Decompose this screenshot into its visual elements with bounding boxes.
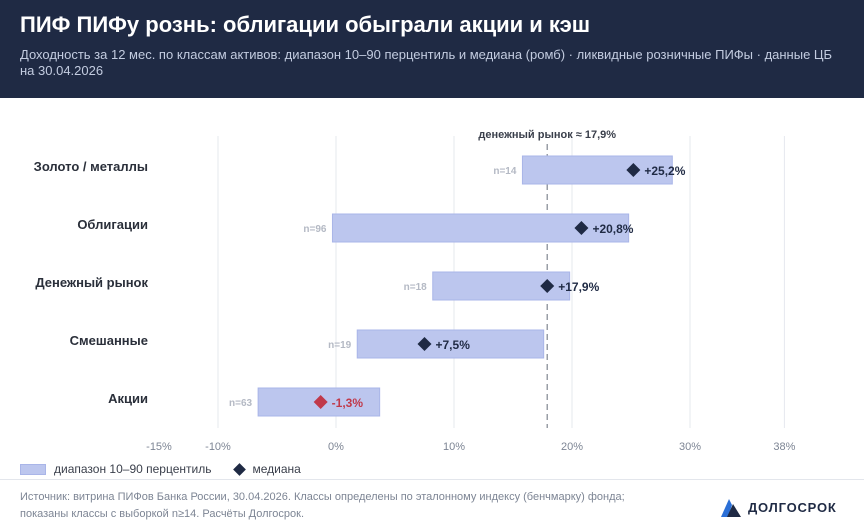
category-label: Облигации [77, 217, 148, 232]
median-value-label: +17,9% [558, 280, 599, 294]
legend-median-label: медиана [252, 462, 301, 476]
median-marker [417, 337, 432, 351]
range-chart: денежный рынок ≈ 17,9% Золото / металлы n… [34, 129, 796, 453]
median-value-label: -1,3% [332, 396, 364, 410]
x-tick-label: 30% [679, 441, 701, 453]
category-label: Акции [108, 391, 148, 406]
chart-row: Облигации n=96 +20,8% [77, 213, 634, 243]
brand-logo: ДОЛГОСРОК [720, 496, 837, 518]
chart-row: Акции n=63 -1,3% [108, 387, 381, 417]
chart-legend: диапазон 10–90 перцентиль медиана [20, 461, 301, 477]
chart-row: Смешанные n=19 +7,5% [70, 329, 545, 359]
x-tick-label: 10% [443, 441, 465, 453]
chart-row: Золото / металлы n=14 +25,2% [34, 155, 686, 185]
legend-median-diamond-icon [233, 462, 247, 476]
median-value-label: +7,5% [436, 338, 471, 352]
legend-range-label: диапазон 10–90 перцентиль [54, 462, 212, 476]
header-banner: ПИФ ПИФу рознь: облигации обыграли акции… [0, 0, 864, 98]
chart-row: Денежный рынок n=18 +17,9% [35, 271, 600, 301]
x-tick-label: -15% [146, 441, 172, 453]
category-label: Денежный рынок [35, 275, 148, 290]
sample-size-label: n=14 [493, 166, 517, 177]
sample-size-label: n=63 [229, 398, 253, 409]
x-axis: -15% -10% 0% 10% 20% 30% 38% [146, 441, 795, 453]
mountain-logo-icon [721, 499, 741, 517]
median-marker [574, 221, 589, 235]
x-tick-label: 38% [773, 441, 795, 453]
x-tick-label: 0% [328, 441, 344, 453]
reference-line-label: денежный рынок ≈ 17,9% [478, 129, 616, 141]
x-tick-label: -10% [205, 441, 231, 453]
brand-name: ДОЛГОСРОК [748, 499, 837, 515]
sample-size-label: n=18 [404, 282, 428, 293]
median-value-label: +20,8% [592, 222, 633, 236]
range-bar [356, 329, 545, 359]
sample-size-label: n=96 [303, 224, 327, 235]
x-tick-label: 20% [561, 441, 583, 453]
page-title: ПИФ ПИФу рознь: облигации обыграли акции… [20, 12, 591, 37]
rows-layer: Золото / металлы n=14 +25,2% Облигации n=96 +… [34, 155, 686, 417]
category-label: Золото / металлы [34, 159, 148, 174]
source-note: Источник: витрина ПИФов Банка России, 30… [20, 491, 625, 520]
median-marker [313, 395, 328, 409]
category-label: Смешанные [70, 333, 148, 348]
page-subtitle: Доходность за 12 мес. по классам активов… [20, 47, 833, 78]
legend-range-swatch [20, 463, 46, 475]
footer-divider [0, 479, 864, 480]
median-marker [540, 279, 555, 293]
median-value-label: +25,2% [644, 164, 685, 178]
range-bar [521, 155, 673, 185]
median-marker [626, 163, 641, 177]
sample-size-label: n=19 [328, 340, 352, 351]
